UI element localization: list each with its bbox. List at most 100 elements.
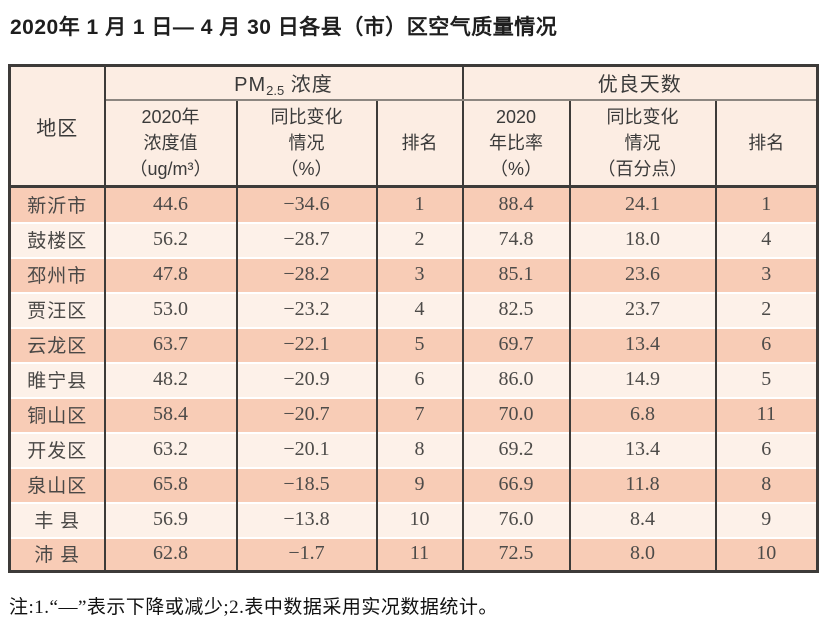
cell-good-ratio: 74.8 [461, 221, 571, 257]
col-header-region: 地区 [8, 65, 106, 188]
cell-pm-change: −34.6 [235, 186, 378, 222]
cell-pm-rank: 10 [375, 501, 464, 537]
cell-pm-value: 65.8 [103, 466, 238, 502]
cell-region: 泉山区 [8, 466, 106, 502]
table-header: 地区 PM2.5 浓度 优良天数 2020年 浓度值 （ug/m³） 同比变化 … [8, 65, 819, 188]
cell-pm-rank: 11 [375, 536, 464, 572]
cell-region: 铜山区 [8, 396, 106, 432]
page-title: 2020年 1 月 1 日— 4 月 30 日各县（市）区空气质量情况 [10, 16, 558, 39]
cell-good-change: 13.4 [568, 326, 717, 362]
col-header-pm-rank: 排名 [375, 99, 464, 188]
footnote: 注:1.“—”表示下降或减少;2.表中数据采用实况数据统计。 [9, 597, 498, 618]
cell-good-ratio: 69.2 [461, 431, 571, 467]
cell-pm-value: 58.4 [103, 396, 238, 432]
cell-region: 邳州市 [8, 256, 106, 292]
cell-good-rank: 1 [714, 186, 819, 222]
cell-good-ratio: 66.9 [461, 466, 571, 502]
cell-pm-rank: 6 [375, 361, 464, 397]
cell-pm-value: 63.7 [103, 326, 238, 362]
col-header-pm-value: 2020年 浓度值 （ug/m³） [103, 99, 238, 188]
cell-region: 云龙区 [8, 326, 106, 362]
table-row: 贾汪区 53.0 −23.2 4 82.5 23.7 2 [8, 291, 819, 327]
cell-pm-value: 56.2 [103, 221, 238, 257]
cell-good-rank: 6 [714, 431, 819, 467]
cell-good-rank: 4 [714, 221, 819, 257]
cell-good-rank: 3 [714, 256, 819, 292]
cell-good-ratio: 72.5 [461, 536, 571, 572]
cell-good-rank: 8 [714, 466, 819, 502]
cell-good-change: 24.1 [568, 186, 717, 222]
table-row: 新沂市 44.6 −34.6 1 88.4 24.1 1 [8, 186, 819, 222]
table-row: 铜山区 58.4 −20.7 7 70.0 6.8 11 [8, 396, 819, 432]
pm25-label-subscript: 2.5 [266, 82, 285, 98]
table-row: 邳州市 47.8 −28.2 3 85.1 23.6 3 [8, 256, 819, 292]
cell-pm-rank: 9 [375, 466, 464, 502]
table-body: 新沂市 44.6 −34.6 1 88.4 24.1 1 鼓楼区 56.2 −28.7 2 74.8 1… [8, 186, 819, 572]
cell-good-change: 14.9 [568, 361, 717, 397]
col-header-pm-change: 同比变化 情况 （%） [235, 99, 378, 188]
cell-pm-rank: 3 [375, 256, 464, 292]
cell-pm-value: 44.6 [103, 186, 238, 222]
cell-pm-change: −13.8 [235, 501, 378, 537]
cell-pm-change: −20.9 [235, 361, 378, 397]
cell-pm-change: −20.1 [235, 431, 378, 467]
cell-good-ratio: 82.5 [461, 291, 571, 327]
cell-region: 睢宁县 [8, 361, 106, 397]
col-header-good-change: 同比变化 情况 （百分点） [568, 99, 717, 188]
cell-pm-value: 53.0 [103, 291, 238, 327]
cell-good-rank: 11 [714, 396, 819, 432]
cell-pm-value: 62.8 [103, 536, 238, 572]
cell-good-rank: 5 [714, 361, 819, 397]
cell-pm-rank: 7 [375, 396, 464, 432]
cell-pm-change: −28.7 [235, 221, 378, 257]
cell-good-ratio: 85.1 [461, 256, 571, 292]
cell-good-change: 11.8 [568, 466, 717, 502]
cell-good-change: 8.4 [568, 501, 717, 537]
cell-good-ratio: 69.7 [461, 326, 571, 362]
cell-pm-rank: 1 [375, 186, 464, 222]
cell-pm-change: −20.7 [235, 396, 378, 432]
cell-good-ratio: 86.0 [461, 361, 571, 397]
cell-pm-rank: 2 [375, 221, 464, 257]
cell-good-ratio: 76.0 [461, 501, 571, 537]
header-sub-row: 2020年 浓度值 （ug/m³） 同比变化 情况 （%） 排名 2020 年比… [10, 99, 819, 188]
cell-pm-change: −1.7 [235, 536, 378, 572]
cell-region: 贾汪区 [8, 291, 106, 327]
cell-good-rank: 9 [714, 501, 819, 537]
header-group-row: 地区 PM2.5 浓度 优良天数 [8, 65, 819, 188]
cell-pm-value: 63.2 [103, 431, 238, 467]
cell-good-rank: 10 [714, 536, 819, 572]
table-row: 云龙区 63.7 −22.1 5 69.7 13.4 6 [8, 326, 819, 362]
cell-pm-change: −28.2 [235, 256, 378, 292]
cell-good-change: 8.0 [568, 536, 717, 572]
cell-good-rank: 6 [714, 326, 819, 362]
table-row: 开发区 63.2 −20.1 8 69.2 13.4 6 [8, 431, 819, 467]
cell-good-change: 6.8 [568, 396, 717, 432]
col-header-good-ratio: 2020 年比率 （%） [461, 99, 571, 188]
cell-pm-value: 48.2 [103, 361, 238, 397]
col-header-pm25-group: PM2.5 浓度 [103, 65, 464, 101]
col-header-good-rank: 排名 [714, 99, 819, 188]
table-row: 丰 县 56.9 −13.8 10 76.0 8.4 9 [8, 501, 819, 537]
cell-good-change: 13.4 [568, 431, 717, 467]
table-row: 泉山区 65.8 −18.5 9 66.9 11.8 8 [8, 466, 819, 502]
cell-region: 新沂市 [8, 186, 106, 222]
table-row: 沛 县 62.8 −1.7 11 72.5 8.0 10 [8, 536, 819, 572]
table-row: 睢宁县 48.2 −20.9 6 86.0 14.9 5 [8, 361, 819, 397]
col-header-gooddays-group: 优良天数 [461, 65, 819, 101]
table-row: 鼓楼区 56.2 −28.7 2 74.8 18.0 4 [8, 221, 819, 257]
cell-good-rank: 2 [714, 291, 819, 327]
cell-pm-rank: 4 [375, 291, 464, 327]
pm25-label-suffix: 浓度 [284, 73, 333, 96]
cell-pm-rank: 5 [375, 326, 464, 362]
cell-pm-value: 56.9 [103, 501, 238, 537]
cell-pm-rank: 8 [375, 431, 464, 467]
cell-good-ratio: 88.4 [461, 186, 571, 222]
cell-region: 丰 县 [8, 501, 106, 537]
cell-good-change: 23.7 [568, 291, 717, 327]
cell-good-change: 18.0 [568, 221, 717, 257]
cell-pm-change: −18.5 [235, 466, 378, 502]
cell-region: 鼓楼区 [8, 221, 106, 257]
pm25-label-prefix: PM [234, 73, 267, 96]
